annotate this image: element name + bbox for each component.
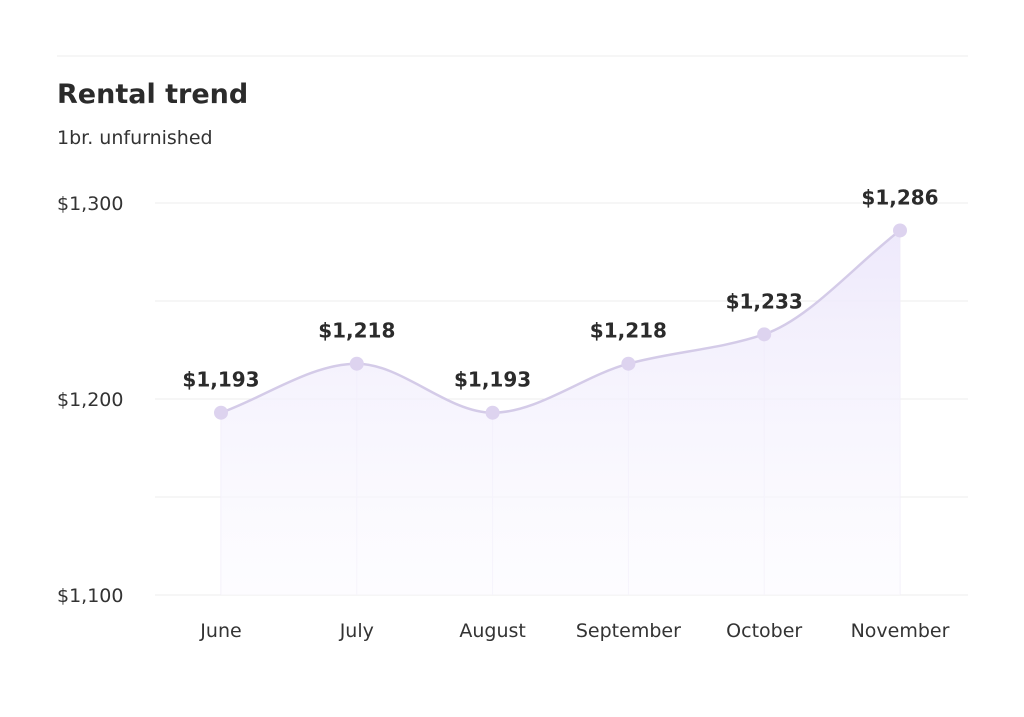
y-tick-label: $1,200: [57, 389, 123, 411]
data-label: $1,193: [182, 368, 259, 392]
data-points: [214, 223, 907, 420]
data-label: $1,286: [861, 185, 938, 209]
chart-subtitle: 1br. unfurnished: [57, 127, 213, 149]
data-point: [893, 223, 907, 238]
data-point: [621, 356, 636, 371]
x-tick-label: November: [851, 620, 950, 642]
data-labels: $1,193 $1,218 $1,193 $1,218 $1,233 $1,286: [182, 185, 938, 391]
area-fill: [221, 230, 900, 595]
chart-title: Rental trend: [57, 79, 248, 110]
data-point: [349, 356, 364, 371]
data-label: $1,218: [318, 319, 395, 343]
x-tick-label: June: [199, 620, 241, 642]
data-label: $1,233: [726, 289, 803, 313]
data-label: $1,193: [454, 368, 531, 392]
series-line: [220, 229, 901, 414]
data-point: [757, 327, 772, 342]
x-tick-label: September: [576, 620, 681, 642]
data-point: [485, 405, 500, 420]
x-tick-label: October: [726, 620, 802, 642]
data-point: [214, 405, 228, 420]
y-tick-label: $1,300: [57, 193, 123, 215]
x-tick-label: August: [459, 620, 526, 642]
y-tick-label: $1,100: [57, 585, 123, 607]
y-axis-ticks: $1,100 $1,200 $1,300: [57, 193, 123, 607]
x-tick-label: July: [339, 620, 374, 642]
data-label: $1,218: [590, 319, 667, 343]
x-axis-ticks: June July August September October November: [199, 620, 949, 642]
